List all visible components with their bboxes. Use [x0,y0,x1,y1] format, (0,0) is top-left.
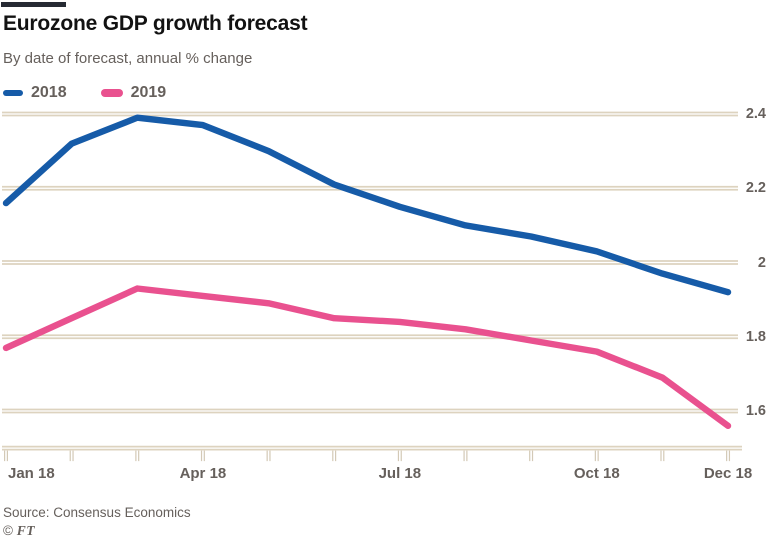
series-line-2019 [2,285,732,429]
chart-subtitle: By date of forecast, annual % change [3,50,253,67]
x-axis-label: Jan 18 [8,465,55,482]
x-axis-label: Oct 18 [573,465,620,482]
legend-item-2019: 2019 [100,84,167,102]
source-note: Source: Consensus Economics [3,505,191,520]
ft-top-bar [1,2,66,7]
y-axis-label: 2.2 [745,180,766,197]
x-axis-label: Dec 18 [703,465,753,482]
legend-item-2018: 2018 [3,84,67,102]
y-axis-label: 1.8 [745,328,766,345]
x-axis-label: Jul 18 [378,465,422,482]
legend-label-2019: 2019 [130,84,167,101]
x-axis-label: Apr 18 [179,465,227,482]
legend-swatch-2019 [100,89,123,97]
chart-title: Eurozone GDP growth forecast [3,12,308,35]
ft-logo-text: FT [16,523,35,538]
y-axis-label: 2.4 [745,106,766,122]
y-axis-label: 2 [757,254,766,271]
series-line-2018 [2,114,732,296]
y-axis-label: 1.6 [745,403,766,419]
copyright-symbol: © [3,523,17,538]
copyright-note: © FT [3,523,35,539]
legend-swatch-2018 [3,90,23,96]
legend-label-2018: 2018 [31,84,67,101]
legend: 2018 2019 [3,84,166,102]
